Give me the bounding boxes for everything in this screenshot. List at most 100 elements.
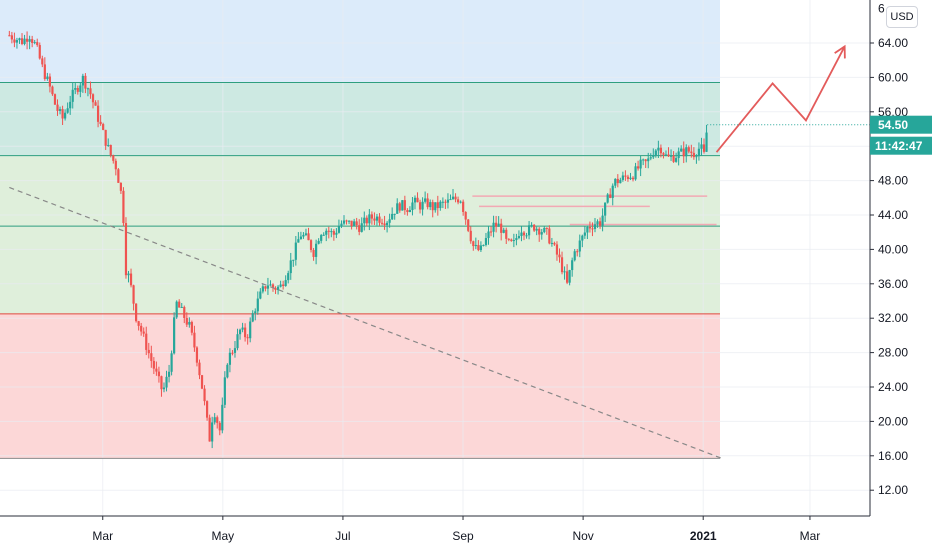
candle-body xyxy=(256,298,259,312)
candle-body xyxy=(642,159,645,161)
candle-body xyxy=(289,260,292,274)
candle-body xyxy=(233,348,237,353)
time-tick-label: 2021 xyxy=(690,529,717,543)
candle-body xyxy=(446,199,450,203)
candle-body xyxy=(413,197,417,203)
candle-body xyxy=(112,155,115,161)
price-tick-label: 28.00 xyxy=(878,346,908,360)
candle-body xyxy=(383,223,386,226)
candle-body xyxy=(347,220,351,222)
currency-badge[interactable]: USD xyxy=(886,6,918,28)
candle-body xyxy=(86,88,90,90)
candle-body xyxy=(312,249,315,257)
candle-body xyxy=(132,285,135,304)
candle-body xyxy=(662,153,665,155)
candle-body xyxy=(150,353,153,361)
candle-body xyxy=(555,244,559,255)
candle-body xyxy=(624,175,627,177)
candle-body xyxy=(33,42,36,44)
candle-body xyxy=(672,155,675,162)
time-tick-label: Nov xyxy=(572,529,593,543)
candle-body xyxy=(51,86,54,95)
candle-body xyxy=(282,284,285,287)
candle-body xyxy=(241,327,244,330)
candle-body xyxy=(393,213,396,215)
candle-body xyxy=(64,112,67,119)
candle-body xyxy=(246,337,249,339)
price-tick-label: 24.00 xyxy=(878,380,908,394)
price-tick-label: 64.00 xyxy=(878,36,908,50)
candle-body xyxy=(558,254,561,258)
candle-body xyxy=(484,238,488,245)
candle-body xyxy=(444,201,447,203)
candle-body xyxy=(571,260,574,271)
candle-body xyxy=(96,105,100,122)
candle-body xyxy=(89,88,92,95)
candle-body xyxy=(657,147,660,151)
candle-body xyxy=(18,38,21,41)
countdown-value: 11:42:47 xyxy=(875,139,923,153)
candle-body xyxy=(664,154,668,156)
candle-body xyxy=(553,242,556,245)
candle-body xyxy=(621,175,624,180)
candle-body xyxy=(576,251,579,253)
candle-body xyxy=(593,224,597,229)
candle-body xyxy=(396,203,399,214)
candle-body xyxy=(185,317,188,325)
candle-body xyxy=(8,35,11,37)
candle-body xyxy=(259,291,262,299)
candle-body xyxy=(325,230,328,235)
candle-body xyxy=(535,228,538,231)
grid-layer xyxy=(0,0,870,516)
candle-body xyxy=(320,235,323,241)
candle-body xyxy=(152,360,155,369)
candle-body xyxy=(464,211,467,220)
candle-body xyxy=(53,94,57,105)
candle-body xyxy=(360,223,363,232)
candle-body xyxy=(10,35,13,40)
candle-body xyxy=(249,321,252,339)
zones-layer xyxy=(0,0,720,459)
candle-body xyxy=(525,235,528,237)
candle-body xyxy=(20,38,24,44)
candle-body xyxy=(680,148,683,152)
candle-body xyxy=(162,387,166,390)
candle-body xyxy=(223,377,226,405)
candle-body xyxy=(459,201,462,203)
candle-body xyxy=(636,166,640,169)
candle-body xyxy=(424,198,427,202)
candle-body xyxy=(287,273,290,281)
candle-body xyxy=(114,160,117,170)
candle-body xyxy=(117,169,120,183)
candle-body xyxy=(140,325,143,332)
candle-body xyxy=(135,303,138,322)
candle-body xyxy=(368,214,371,224)
price-tick-label: 32.00 xyxy=(878,311,908,325)
price-tick-label: 20.00 xyxy=(878,414,908,428)
time-tick-label: Mar xyxy=(800,529,821,543)
candle-body xyxy=(213,417,216,423)
candle-body xyxy=(497,223,500,227)
candle-body xyxy=(25,38,29,42)
candle-body xyxy=(634,166,637,180)
projection-arrowhead[interactable] xyxy=(834,44,846,59)
candle-body xyxy=(264,286,267,289)
candle-body xyxy=(254,311,257,314)
candle-body xyxy=(297,239,300,243)
candle-body xyxy=(454,196,457,200)
candle-body xyxy=(545,227,548,229)
candle-body xyxy=(160,376,163,390)
candle-body xyxy=(355,221,358,226)
trendline[interactable] xyxy=(9,186,723,459)
time-tick-label: Jul xyxy=(335,529,350,543)
candle-body xyxy=(507,238,510,240)
candle-body xyxy=(449,199,452,201)
candle-body xyxy=(221,404,224,431)
candle-body xyxy=(429,202,432,208)
candle-body xyxy=(408,210,412,213)
candle-body xyxy=(573,251,576,261)
projection-path[interactable] xyxy=(715,46,846,153)
candle-body xyxy=(345,220,348,222)
